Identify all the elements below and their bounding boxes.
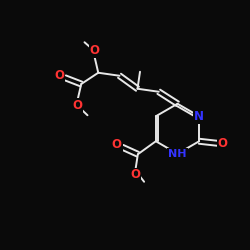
Text: O: O: [112, 138, 122, 151]
Text: NH: NH: [168, 149, 187, 159]
Text: O: O: [218, 137, 228, 150]
Text: O: O: [72, 99, 83, 112]
Text: O: O: [90, 44, 100, 58]
Text: N: N: [194, 110, 204, 123]
Text: O: O: [130, 168, 140, 181]
Text: O: O: [54, 69, 64, 82]
